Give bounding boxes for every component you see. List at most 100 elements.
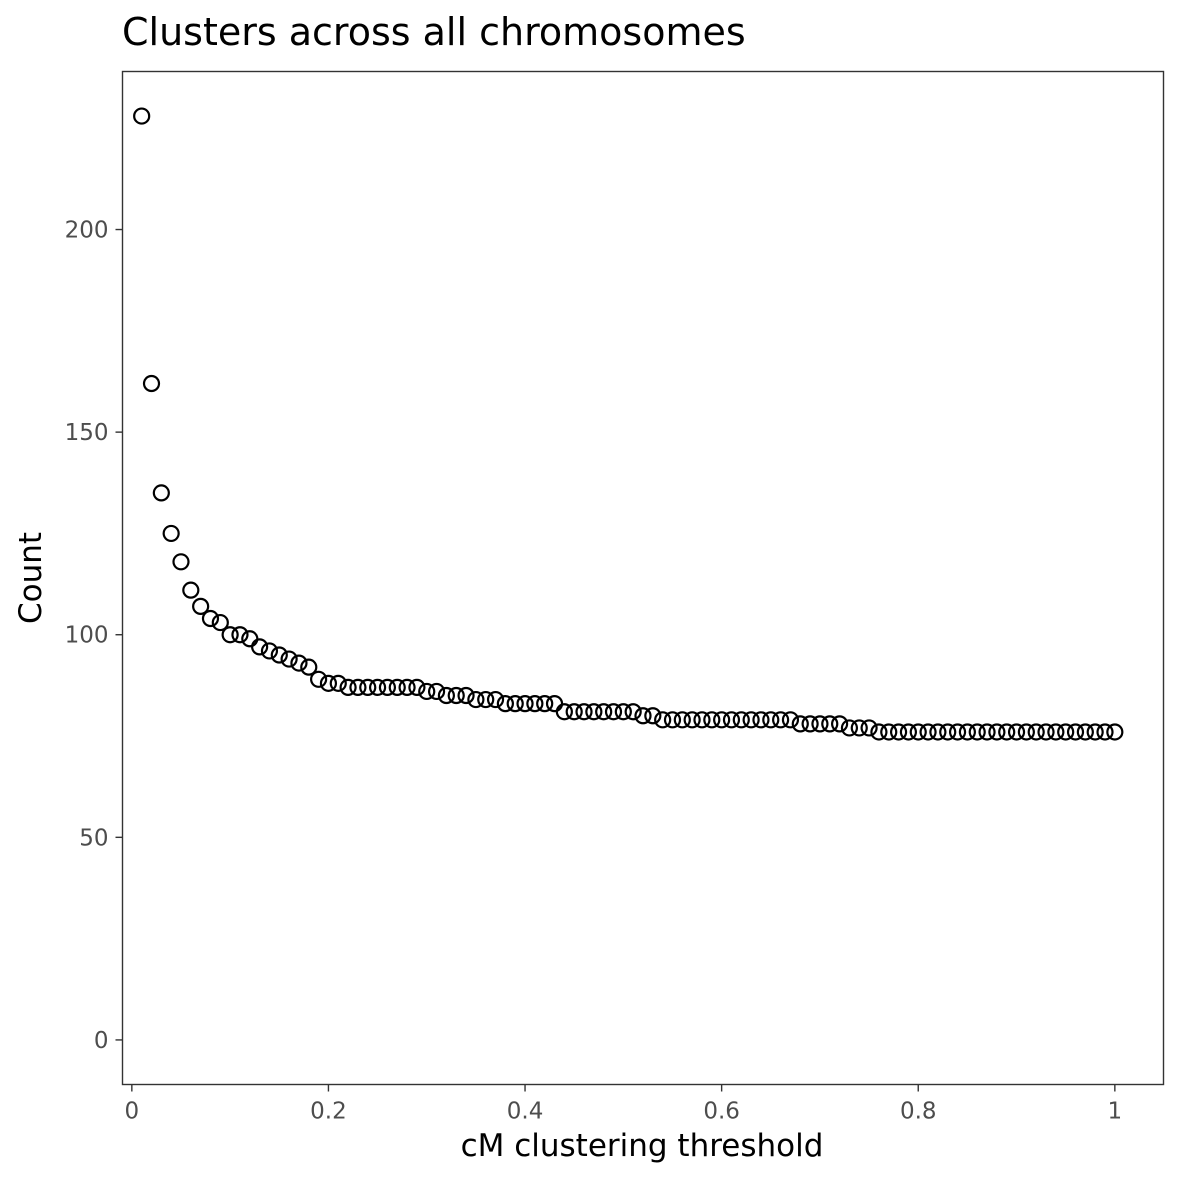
y-tick-label: 150	[65, 420, 109, 446]
data-point	[732, 711, 750, 729]
data-point	[968, 723, 986, 741]
data-point	[300, 658, 318, 676]
x-axis-label: cM clustering threshold	[461, 1128, 824, 1164]
data-point	[496, 695, 514, 713]
data-point	[329, 674, 347, 692]
x-tick-label: 0.6	[703, 1099, 740, 1125]
y-tick-label: 0	[94, 1028, 109, 1054]
data-point	[516, 695, 534, 713]
data-point	[408, 678, 426, 697]
y-tick-label: 100	[65, 623, 109, 649]
data-point	[477, 690, 495, 709]
chart-title: Clusters across all chromosomes	[122, 10, 746, 54]
data-point	[1057, 723, 1075, 741]
data-point	[614, 703, 632, 721]
data-point	[811, 715, 829, 733]
data-point	[889, 723, 908, 741]
data-point	[526, 695, 544, 713]
data-point	[368, 678, 387, 697]
data-point	[1096, 723, 1114, 741]
data-point	[565, 703, 583, 721]
panel-border	[121, 70, 1165, 1086]
data-point	[860, 719, 878, 737]
data-point	[1027, 723, 1045, 741]
data-point	[457, 686, 475, 705]
data-point	[162, 524, 180, 543]
plot-panel	[121, 70, 1165, 1086]
data-point	[1076, 723, 1094, 741]
data-point	[378, 678, 397, 697]
data-point	[437, 686, 455, 705]
data-point	[486, 690, 505, 709]
data-point	[359, 678, 377, 697]
data-point	[654, 711, 672, 729]
data-point	[467, 690, 485, 709]
data-point	[555, 703, 573, 721]
data-point	[142, 374, 161, 393]
data-point	[172, 553, 190, 571]
data-point	[201, 609, 220, 628]
data-point	[192, 597, 210, 615]
data-point	[260, 642, 279, 660]
data-point	[418, 682, 436, 701]
data-points	[133, 107, 1124, 741]
data-point	[624, 703, 642, 721]
data-point	[772, 711, 790, 729]
data-point	[270, 646, 288, 664]
data-point	[152, 484, 170, 502]
data-point	[1017, 723, 1035, 741]
data-point	[850, 719, 868, 737]
data-point	[781, 711, 800, 729]
data-point	[182, 581, 200, 599]
data-point	[791, 715, 809, 733]
data-point	[663, 711, 682, 729]
data-point	[290, 654, 308, 672]
data-point	[742, 711, 760, 729]
x-tick-label: 0	[125, 1099, 140, 1125]
data-point	[634, 707, 652, 725]
data-point	[840, 719, 859, 737]
data-point	[909, 723, 927, 741]
data-point	[948, 723, 967, 741]
data-point	[595, 703, 613, 721]
data-point	[506, 695, 524, 713]
data-point	[1066, 723, 1085, 741]
data-point	[673, 711, 691, 729]
y-axis-label: Count	[13, 532, 49, 624]
data-point	[899, 723, 918, 741]
data-point	[1007, 723, 1026, 741]
x-tick-label: 0.8	[900, 1099, 937, 1125]
y-tick-label: 200	[65, 218, 109, 244]
data-point	[988, 723, 1006, 741]
x-axis: 0 0.2 0.4 0.6 0.8 1	[125, 1084, 1123, 1125]
data-point	[644, 707, 662, 725]
data-point	[241, 630, 259, 648]
data-point	[801, 715, 819, 733]
data-point	[870, 723, 888, 741]
data-point	[427, 682, 446, 701]
data-point	[880, 723, 898, 741]
data-point	[958, 723, 976, 741]
data-point	[310, 670, 328, 688]
data-point	[683, 711, 701, 729]
data-point	[713, 711, 731, 729]
data-point	[251, 638, 269, 656]
data-point	[1106, 723, 1124, 741]
data-point	[1086, 723, 1104, 741]
data-point	[339, 678, 357, 697]
data-point	[221, 626, 239, 644]
x-tick-label: 1	[1108, 1099, 1123, 1125]
data-point	[919, 723, 937, 741]
data-point	[821, 715, 839, 733]
data-point	[1037, 723, 1055, 741]
data-point	[703, 711, 721, 729]
data-point	[831, 715, 849, 733]
data-point	[762, 711, 780, 729]
data-point	[536, 695, 554, 713]
data-point	[604, 703, 623, 721]
x-tick-label: 0.2	[310, 1099, 347, 1125]
data-point	[693, 711, 711, 729]
data-point	[447, 686, 465, 705]
data-point	[280, 650, 298, 668]
